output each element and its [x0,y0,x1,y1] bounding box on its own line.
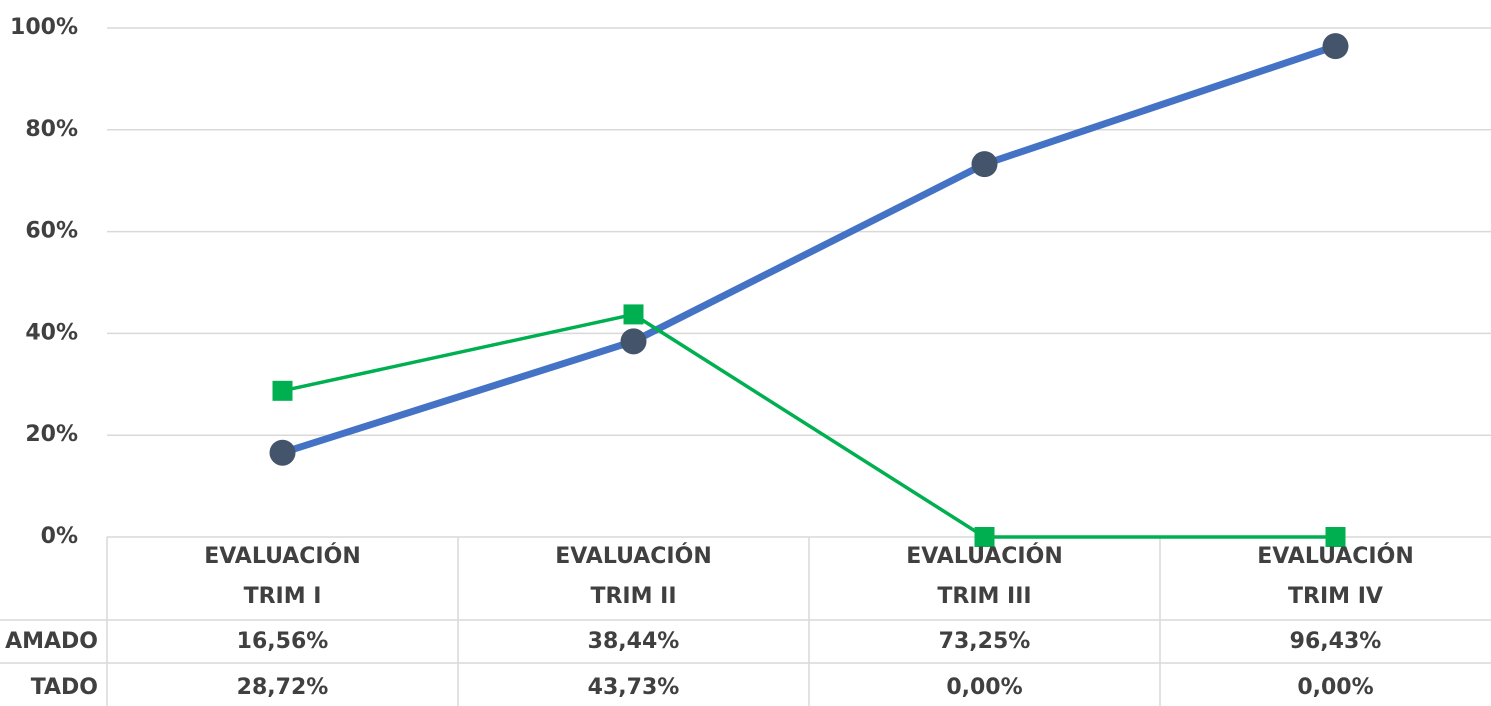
y-tick-label: 20% [25,422,78,447]
data-label: 0,00% [946,675,1022,700]
data-label: 28,72% [237,675,329,700]
marker [974,527,995,547]
data-label: 16,56% [237,629,329,654]
marker [623,304,644,325]
x-tick-label: EVALUACIÓN TRIM I [204,544,361,609]
y-tick-label: 100% [10,15,78,40]
marker [272,380,293,401]
data-label: 43,73% [588,675,680,700]
data-label: 38,44% [588,629,680,654]
y-tick-label: 80% [25,117,78,142]
y-tick-label: 40% [25,320,78,345]
legend-label: AMADO [5,629,98,654]
x-tick-label: EVALUACIÓN TRIM IV [1257,544,1414,609]
data-label: 0,00% [1297,675,1373,700]
x-tick-label: EVALUACIÓN TRIM II [555,544,712,609]
series-line [281,42,1337,457]
legend-label: TADO [31,675,98,700]
data-label: 73,25% [939,629,1031,654]
marker [269,439,296,466]
series-line [282,312,1336,539]
y-tick-label: 60% [25,219,78,244]
x-tick-label: EVALUACIÓN TRIM III [906,544,1063,609]
y-tick-label: 0% [41,524,78,549]
marker [1322,33,1349,60]
marker [1325,527,1346,547]
marker [620,328,647,355]
data-label: 96,43% [1290,629,1382,654]
marker [971,151,998,178]
